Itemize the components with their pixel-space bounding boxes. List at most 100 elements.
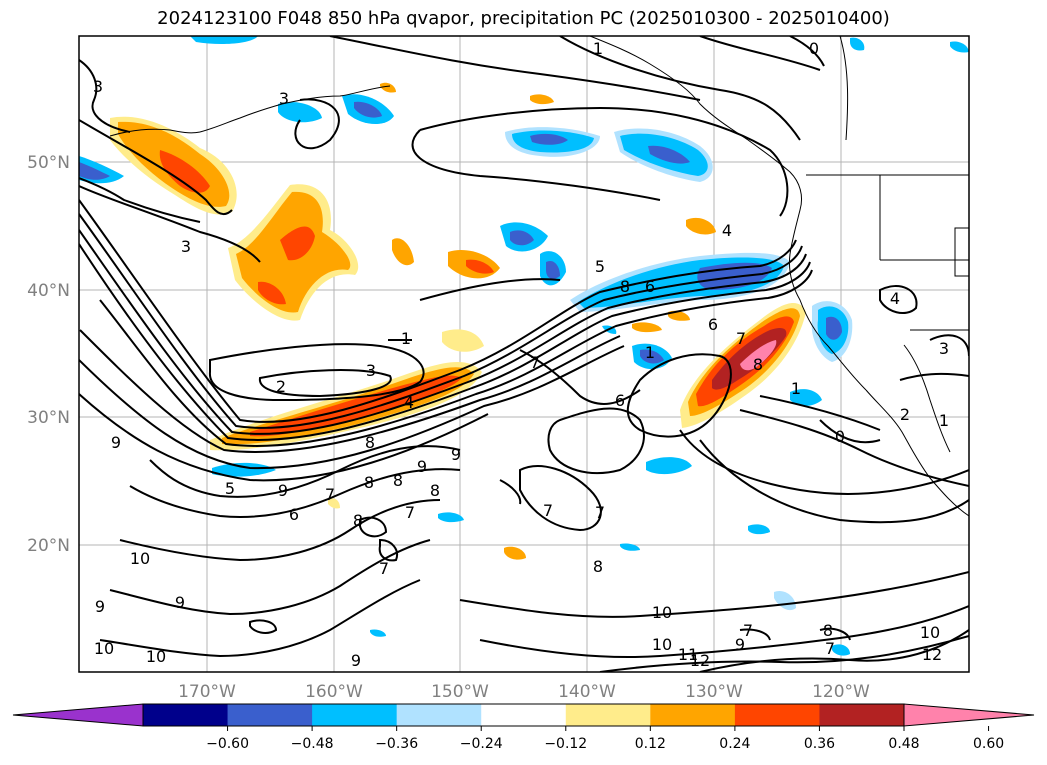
- contour-label: 9: [278, 481, 288, 500]
- contour-label: 7: [325, 485, 335, 504]
- contour-label: 9: [351, 651, 361, 670]
- contour-label: 8: [430, 481, 440, 500]
- warm-spot-4: [632, 322, 662, 333]
- contour-label: 9: [451, 445, 461, 464]
- blue-south-1: [646, 457, 692, 475]
- blue-aleutian-core: [354, 101, 382, 118]
- colorbar-tick-label: −0.36: [375, 736, 418, 752]
- blue-north-edge-2: [850, 37, 865, 51]
- warm-blob-155w: [392, 238, 414, 266]
- aleutian-warm-core: [159, 150, 210, 193]
- blue-south-5: [774, 590, 796, 611]
- colorbar-tick-label: 0.12: [635, 736, 666, 752]
- blue-small-2: [620, 543, 640, 551]
- contour-label: 7: [543, 501, 553, 520]
- colorbar-extend-high: [903, 703, 1035, 727]
- blue-south-7: [832, 644, 850, 656]
- colorbar-tick-label: −0.12: [544, 736, 587, 752]
- warm-spot-7: [328, 498, 340, 509]
- contour-label: 1: [791, 379, 801, 398]
- colorbar-tick-label: 0.36: [804, 736, 835, 752]
- colorbar-frame: [142, 703, 905, 727]
- contour-label: 6: [289, 505, 299, 524]
- qvapor-contours: [79, 36, 969, 672]
- precip-shading: [79, 36, 969, 656]
- contour-label: 8: [353, 511, 363, 530]
- contour-label: 1: [401, 329, 411, 348]
- lon-tick-label: 140°W: [558, 682, 616, 702]
- colorbar-box: [227, 704, 313, 726]
- contour-label: 7: [530, 353, 540, 372]
- colorbar-tick-label: 0.60: [973, 736, 1004, 752]
- map-title: 2024123100 F048 850 hPa qvapor, precipit…: [157, 8, 890, 29]
- colorbar-tick-label: 0.24: [719, 736, 750, 752]
- contour-label: 6: [645, 277, 655, 296]
- contour-label: 7: [743, 621, 753, 640]
- colorbar-box: [565, 704, 651, 726]
- blue-north-1-core: [530, 133, 568, 145]
- colorbar-tick-label: −0.24: [460, 736, 503, 752]
- blue-south-4: [790, 389, 822, 406]
- blue-mid-3-core: [640, 349, 664, 364]
- lat-tick-labels: 20°N 30°N 40°N 50°N: [27, 153, 70, 556]
- warm-blob-152w: [442, 329, 484, 352]
- contour-label: 9: [417, 457, 427, 476]
- contour-label: 5: [595, 257, 605, 276]
- contour-label: 1: [593, 39, 603, 58]
- blue-north-2-core: [648, 145, 690, 164]
- blue-coast-core: [826, 316, 842, 340]
- warm-blob-147w-core: [466, 259, 494, 274]
- lon-tick-label: 120°W: [812, 682, 870, 702]
- colorbar-box: [734, 704, 820, 726]
- colorbar-tick-label: −0.60: [206, 736, 249, 752]
- contour-label: 8: [593, 557, 603, 576]
- contour-label: 8: [823, 621, 833, 640]
- ar-warm-peak: [740, 340, 777, 371]
- colorbar-tick-label: 0.48: [888, 736, 919, 752]
- warm-spot-1: [686, 217, 716, 235]
- contour-label: 7: [595, 503, 605, 522]
- north-warm-core: [258, 226, 315, 305]
- contour-label: 10: [146, 647, 166, 666]
- contour-label: 1: [939, 411, 949, 430]
- contour-label: 3: [279, 89, 289, 108]
- lon-tick-label: 170°W: [178, 682, 236, 702]
- lon-tick-label: 150°W: [431, 682, 489, 702]
- lat-tick-label: 50°N: [27, 153, 70, 173]
- contour-label: 8: [620, 277, 630, 296]
- colorbar-tick-label: −0.48: [291, 736, 334, 752]
- contour-label: 7: [405, 503, 415, 522]
- contour-label: 3: [181, 237, 191, 256]
- contour-label: 0: [809, 39, 819, 58]
- contour-label: 10: [94, 639, 114, 658]
- contour-label: 3: [939, 339, 949, 358]
- contour-label: 12: [690, 651, 710, 670]
- warm-spot-6: [504, 546, 526, 560]
- contour-label: 2: [276, 377, 286, 396]
- contour-label: 8: [364, 473, 374, 492]
- lon-tick-label: 130°W: [685, 682, 743, 702]
- contour-label: 9: [735, 635, 745, 654]
- contour-label: 8: [393, 471, 403, 490]
- colorbar-box: [143, 704, 229, 726]
- contour-label: 0: [835, 427, 845, 446]
- lat-tick-label: 30°N: [27, 408, 70, 428]
- contour-label: 7: [736, 329, 746, 348]
- contour-label: 3: [366, 361, 376, 380]
- contour-label: 4: [890, 289, 900, 308]
- colorbar: −0.60 −0.48 −0.36 −0.24 −0.12 0.12 0.24 0.36 0.4…: [12, 703, 1035, 752]
- contour-label: 9: [111, 433, 121, 452]
- contour-label: 7: [825, 639, 835, 658]
- blue-mid-2-core: [546, 260, 560, 279]
- contour-label: 12: [922, 645, 942, 664]
- contour-label: 11: [678, 645, 698, 664]
- contour-label: 6: [708, 315, 718, 334]
- contour-label: 9: [95, 597, 105, 616]
- lat-tick-label: 20°N: [27, 536, 70, 556]
- colorbar-box: [396, 704, 482, 726]
- blue-north-edge-1: [190, 36, 258, 44]
- warm-spot-3: [380, 82, 396, 93]
- contour-label: 7: [379, 559, 389, 578]
